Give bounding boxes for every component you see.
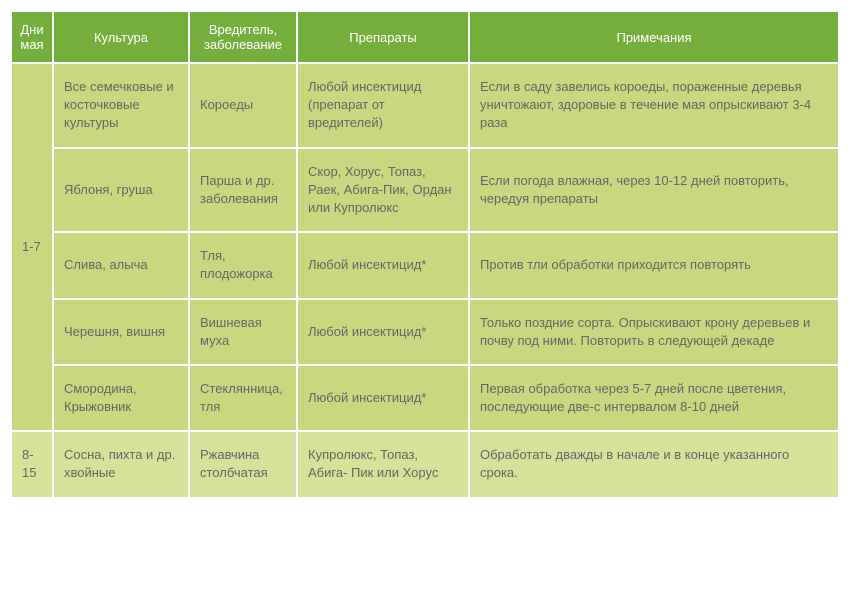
table-header-row: Дни мая Культура Вредитель, заболевание …: [11, 11, 839, 63]
cell-prep: Любой инсектицид*: [297, 299, 469, 365]
header-notes: Примечания: [469, 11, 839, 63]
cell-note: Только поздние сорта. Опрыскивают крону …: [469, 299, 839, 365]
header-pest: Вредитель, заболевание: [189, 11, 297, 63]
cell-pest: Короеды: [189, 63, 297, 148]
table-row: Слива, алыча Тля, плодожорка Любой инсек…: [11, 232, 839, 298]
table-row: Смородина, Крыжовник Стеклянница, тля Лю…: [11, 365, 839, 431]
treatment-schedule-table: Дни мая Культура Вредитель, заболевание …: [10, 10, 840, 499]
table-row: 1-7 Все семечковые и косточковые культур…: [11, 63, 839, 148]
cell-pest: Ржавчина столбчатая: [189, 431, 297, 497]
cell-prep: Скор, Хорус, Топаз, Раек, Абига-Пик, Орд…: [297, 148, 469, 233]
cell-prep: Купролюкс, Топаз, Абига- Пик или Хорус: [297, 431, 469, 497]
table-row: Черешня, вишня Вишневая муха Любой инсек…: [11, 299, 839, 365]
cell-culture: Все семечковые и косточковые культуры: [53, 63, 189, 148]
cell-days: 1-7: [11, 63, 53, 431]
cell-culture: Черешня, вишня: [53, 299, 189, 365]
cell-culture: Яблоня, груша: [53, 148, 189, 233]
cell-culture: Сосна, пихта и др. хвойные: [53, 431, 189, 497]
table-row: 8-15 Сосна, пихта и др. хвойные Ржавчина…: [11, 431, 839, 497]
cell-note: Если погода влажная, через 10-12 дней по…: [469, 148, 839, 233]
header-prep: Препараты: [297, 11, 469, 63]
cell-note: Против тли обработки приходится повторят…: [469, 232, 839, 298]
cell-days: 8-15: [11, 431, 53, 497]
cell-pest: Вишневая муха: [189, 299, 297, 365]
cell-pest: Стеклянница, тля: [189, 365, 297, 431]
cell-note: Если в саду завелись короеды, пораженные…: [469, 63, 839, 148]
table-row: Яблоня, груша Парша и др. заболевания Ск…: [11, 148, 839, 233]
header-days: Дни мая: [11, 11, 53, 63]
cell-prep: Любой инсектицид*: [297, 365, 469, 431]
cell-note: Обработать дважды в начале и в конце ука…: [469, 431, 839, 497]
cell-prep: Любой инсектицид*: [297, 232, 469, 298]
header-culture: Культура: [53, 11, 189, 63]
cell-prep: Любой инсектицид (препарат от вредителей…: [297, 63, 469, 148]
cell-note: Первая обработка через 5-7 дней после цв…: [469, 365, 839, 431]
cell-culture: Слива, алыча: [53, 232, 189, 298]
cell-culture: Смородина, Крыжовник: [53, 365, 189, 431]
cell-pest: Парша и др. заболевания: [189, 148, 297, 233]
cell-pest: Тля, плодожорка: [189, 232, 297, 298]
